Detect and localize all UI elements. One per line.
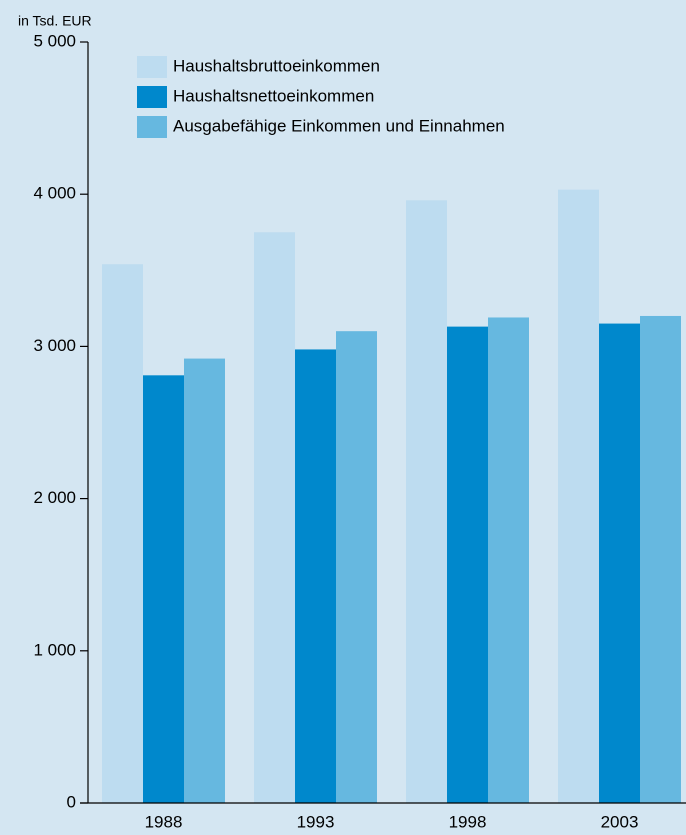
bar (102, 264, 143, 803)
bar (640, 315, 681, 803)
y-axis-label: in Tsd. EUR (18, 13, 92, 29)
y-tick-label: 2 000 (33, 488, 76, 507)
bar (295, 349, 336, 803)
bar (143, 375, 184, 803)
x-tick-label: 1998 (449, 812, 487, 831)
bar (447, 326, 488, 803)
bar (184, 358, 225, 803)
bar (558, 189, 599, 803)
bar (488, 317, 529, 803)
legend-label: Haushaltsbruttoeinkommen (173, 56, 380, 75)
bar (599, 323, 640, 803)
legend-label: Ausgabefähige Einkommen und Einnahmen (173, 116, 505, 135)
y-tick-label: 1 000 (33, 640, 76, 659)
legend-label: Haushaltsnettoeinkommen (173, 86, 374, 105)
y-tick-label: 3 000 (33, 336, 76, 355)
legend-swatch (137, 56, 167, 78)
bar (254, 232, 295, 803)
bar (336, 331, 377, 803)
bar (406, 200, 447, 804)
x-tick-label: 1993 (297, 812, 335, 831)
x-tick-label: 2003 (601, 812, 639, 831)
legend-swatch (137, 86, 167, 108)
x-tick-label: 1988 (145, 812, 183, 831)
legend-swatch (137, 116, 167, 138)
y-tick-label: 4 000 (33, 184, 76, 203)
y-tick-label: 0 (67, 792, 76, 811)
y-tick-label: 5 000 (33, 31, 76, 50)
